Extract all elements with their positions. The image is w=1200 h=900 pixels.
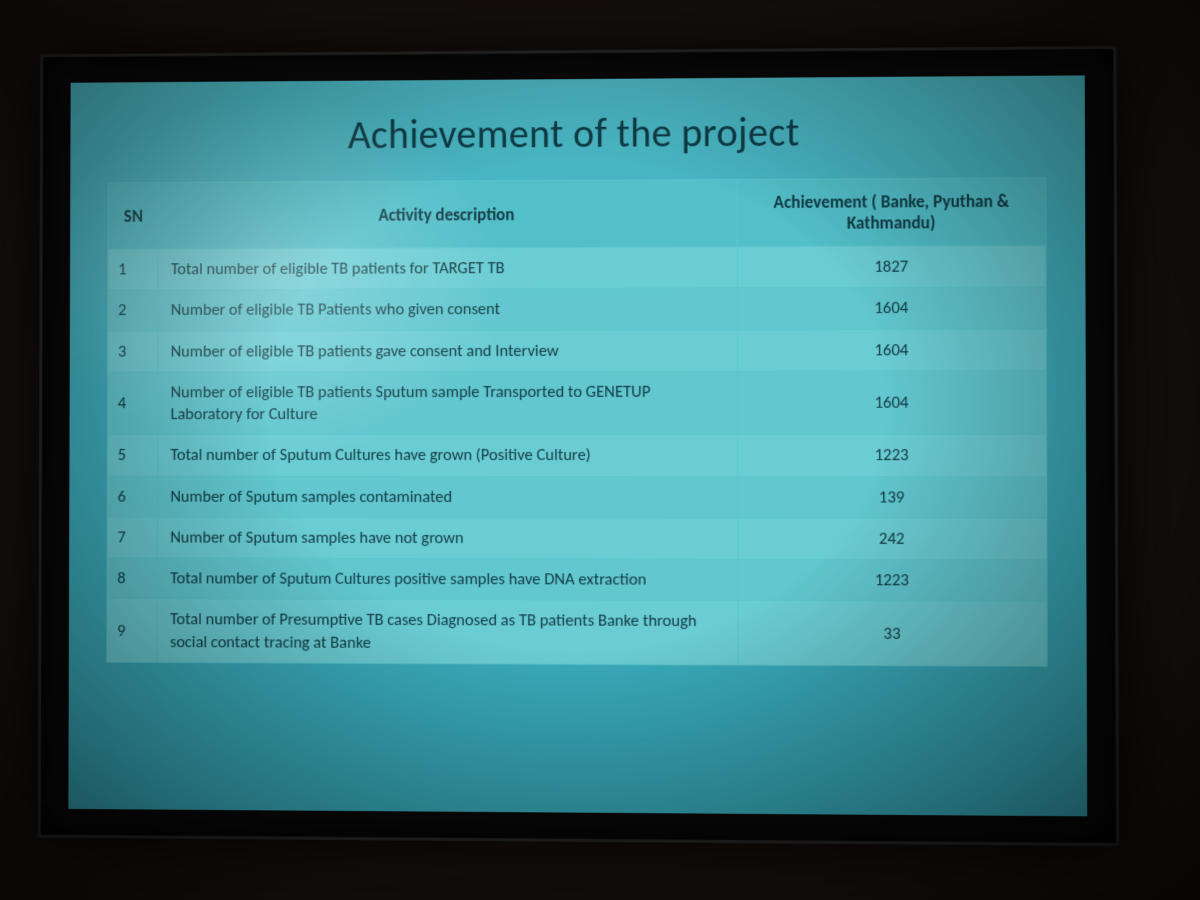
- table-row: 9Total number of Presumptive TB cases Di…: [107, 599, 1047, 666]
- col-header-activity: Activity description: [159, 180, 738, 249]
- cell-activity-description: Number of eligible TB patients gave cons…: [158, 330, 737, 372]
- table-row: 4Number of eligible TB patients Sputum s…: [107, 370, 1046, 434]
- cell-activity-description: Number of eligible TB Patients who given…: [158, 288, 737, 331]
- cell-activity-description: Number of Sputum samples have not grown: [158, 517, 738, 559]
- cell-activity-description: Number of eligible TB patients Sputum sa…: [158, 371, 737, 435]
- col-header-achievement: Achievement ( Banke, Pyuthan & Kathmandu…: [737, 178, 1046, 247]
- table-row: 6Number of Sputum samples contaminated13…: [107, 476, 1047, 518]
- table-header-row: SN Activity description Achievement ( Ba…: [108, 178, 1046, 249]
- table-row: 1Total number of eligible TB patients fo…: [108, 245, 1046, 290]
- cell-activity-description: Total number of Presumptive TB cases Dia…: [158, 599, 738, 665]
- cell-activity-description: Total number of Sputum Cultures have gro…: [158, 435, 737, 476]
- achievement-table: SN Activity description Achievement ( Ba…: [106, 177, 1048, 666]
- table-row: 5Total number of Sputum Cultures have gr…: [107, 435, 1046, 477]
- cell-sn: 2: [108, 290, 159, 331]
- cell-achievement-value: 1604: [737, 370, 1046, 434]
- table-row: 2Number of eligible TB Patients who give…: [108, 287, 1047, 331]
- cell-achievement-value: 139: [738, 476, 1047, 518]
- cell-achievement-value: 1223: [738, 559, 1047, 602]
- cell-sn: 4: [107, 372, 158, 435]
- cell-sn: 9: [107, 599, 158, 662]
- table-row: 7Number of Sputum samples have not grown…: [107, 517, 1047, 560]
- slide-title: Achievement of the project: [108, 106, 1046, 161]
- cell-sn: 8: [107, 558, 158, 599]
- cell-achievement-value: 1223: [737, 435, 1046, 477]
- projector-screen-frame: Achievement of the project SN Activity d…: [38, 46, 1119, 846]
- table-body: 1Total number of eligible TB patients fo…: [107, 245, 1047, 666]
- cell-achievement-value: 33: [738, 601, 1048, 666]
- cell-activity-description: Total number of Sputum Cultures positive…: [158, 558, 738, 601]
- table-row: 8Total number of Sputum Cultures positiv…: [107, 558, 1047, 602]
- cell-achievement-value: 1604: [737, 329, 1046, 371]
- cell-achievement-value: 1827: [737, 245, 1046, 288]
- col-header-sn: SN: [108, 183, 159, 250]
- cell-achievement-value: 242: [738, 518, 1047, 560]
- cell-activity-description: Number of Sputum samples contaminated: [158, 476, 738, 518]
- cell-activity-description: Total number of eligible TB patients for…: [159, 247, 738, 290]
- cell-sn: 1: [108, 249, 159, 290]
- cell-sn: 3: [108, 331, 159, 372]
- table-row: 3Number of eligible TB patients gave con…: [108, 329, 1047, 372]
- cell-achievement-value: 1604: [737, 287, 1046, 329]
- cell-sn: 6: [107, 476, 158, 517]
- presentation-slide: Achievement of the project SN Activity d…: [68, 75, 1087, 816]
- cell-sn: 5: [107, 435, 158, 476]
- cell-sn: 7: [107, 517, 158, 558]
